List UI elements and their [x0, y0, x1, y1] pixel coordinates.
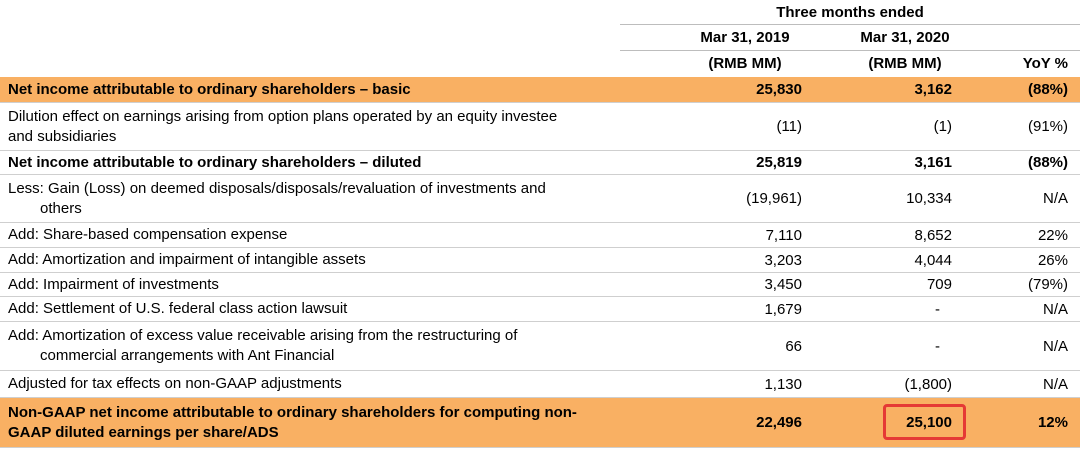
row-label: Add: Share-based compensation expense [8, 226, 288, 243]
row-label: Add: Amortization and impairment of inta… [8, 251, 366, 268]
cell-2019: 25,830 [756, 81, 802, 98]
table-row-dilution-effect: Dilution effect on earnings arising from… [0, 103, 1080, 151]
cell-2019: 7,110 [765, 226, 802, 244]
row-label-line2: commercial arrangements with Ant Financi… [40, 347, 335, 364]
row-label: Adjusted for tax effects on non-GAAP adj… [8, 375, 342, 392]
row-label: Net income attributable to ordinary shar… [8, 80, 411, 98]
cell-2020: 10,334 [906, 190, 952, 207]
row-label-line2: GAAP diluted earnings per share/ADS [8, 423, 279, 441]
header-period: Three months ended [776, 3, 924, 21]
cell-yoy: (88%) [1027, 81, 1068, 98]
cell-yoy: 26% [1037, 251, 1068, 269]
cell-2019: (11) [776, 118, 802, 135]
cell-yoy: 22% [1037, 226, 1068, 244]
row-label: Less: Gain (Loss) on deemed disposals/di… [8, 175, 628, 222]
row-label-line1: Dilution effect on earnings arising from… [8, 107, 558, 125]
cell-2020: - [935, 337, 940, 355]
row-label: Net income attributable to ordinary shar… [8, 153, 422, 171]
header-rule-top [620, 24, 1080, 25]
table-row-amortization-excess-value: Add: Amortization of excess value receiv… [0, 322, 1080, 371]
cell-2019: 66 [785, 337, 802, 355]
row-label: Add: Settlement of U.S. federal class ac… [8, 300, 348, 317]
header-col1-date: Mar 31, 2019 [700, 28, 790, 46]
row-label-line2: and subsidiaries [8, 127, 117, 145]
table-row-net-income-diluted: Net income attributable to ordinary shar… [0, 151, 1080, 175]
header-col1-unit: (RMB MM) [708, 54, 782, 72]
row-label: Non-GAAP net income attributable to ordi… [8, 398, 628, 447]
cell-yoy: (91%) [1027, 118, 1068, 135]
row-label: Add: Impairment of investments [8, 275, 219, 293]
row-label: Add: Amortization of excess value receiv… [8, 322, 628, 370]
table-row-gain-loss-disposals: Less: Gain (Loss) on deemed disposals/di… [0, 175, 1080, 223]
cell-yoy: N/A [1042, 337, 1068, 355]
cell-yoy: N/A [1042, 190, 1068, 207]
cell-2020: 4,044 [914, 251, 952, 269]
cell-2020: - [935, 300, 940, 318]
row-label-line1: Non-GAAP net income attributable to ordi… [8, 403, 577, 421]
cell-2020: 8,652 [914, 226, 952, 244]
cell-2020: 3,162 [914, 81, 952, 98]
table-row-tax-effects: Adjusted for tax effects on non-GAAP adj… [0, 371, 1080, 398]
cell-2020: (1) [933, 118, 952, 135]
cell-2019: (19,961) [746, 190, 802, 207]
cell-2019: 3,203 [764, 251, 802, 269]
row-label-line1: Add: Amortization of excess value receiv… [8, 327, 518, 344]
cell-2019: 22,496 [756, 414, 802, 431]
header-col2-date: Mar 31, 2020 [860, 28, 950, 46]
row-label-line1: Less: Gain (Loss) on deemed disposals/di… [8, 179, 546, 197]
header-col3-unit: YoY % [1022, 54, 1068, 72]
cell-yoy: (88%) [1027, 154, 1068, 171]
cell-2020: 3,161 [914, 154, 952, 171]
header-col2-unit: (RMB MM) [868, 54, 942, 72]
cell-yoy: N/A [1042, 375, 1068, 393]
table-row-settlement-lawsuit: Add: Settlement of U.S. federal class ac… [0, 297, 1080, 322]
table-row-net-income-basic: Net income attributable to ordinary shar… [0, 77, 1080, 103]
cell-2020: 25,100 [906, 414, 952, 431]
cell-yoy: N/A [1042, 300, 1068, 318]
row-label-line2: others [40, 199, 82, 217]
header-rule-mid [620, 50, 1080, 51]
table-row-amortization-intangible: Add: Amortization and impairment of inta… [0, 248, 1080, 273]
row-label: Dilution effect on earnings arising from… [8, 103, 628, 150]
cell-2019: 1,679 [764, 300, 802, 318]
cell-yoy: 12% [1037, 414, 1068, 431]
callout-highlight-box [883, 404, 966, 440]
cell-2020: (1,800) [904, 375, 952, 393]
cell-2019: 3,450 [764, 276, 802, 293]
cell-2019: 25,819 [756, 154, 802, 171]
cell-yoy: (79%) [1027, 276, 1068, 293]
cell-2020: 709 [926, 276, 952, 293]
cell-2019: 1,130 [764, 375, 802, 393]
table-row-share-based-comp: Add: Share-based compensation expense 7,… [0, 223, 1080, 248]
table-row-impairment-investments: Add: Impairment of investments 3,450 709… [0, 273, 1080, 297]
